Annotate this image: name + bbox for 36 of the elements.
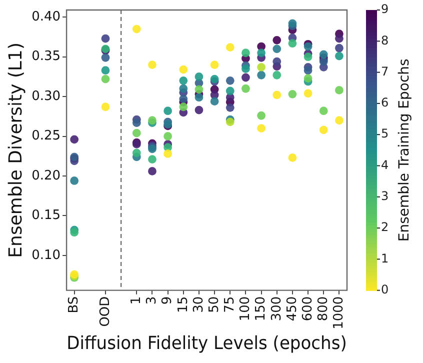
color-bar-label: 5 — [381, 126, 389, 141]
x-tick-label: 3 — [144, 296, 160, 305]
y-tick-label: 0.20 — [32, 168, 61, 184]
x-tick-label: 9 — [160, 296, 176, 305]
y-tick-label: 0.30 — [32, 88, 61, 104]
y-tick-label: 0.10 — [32, 248, 61, 263]
y-tick-label: 0.35 — [32, 49, 61, 64]
x-tick-label: 100 — [238, 296, 254, 322]
color-bar-label: 9 — [381, 2, 389, 16]
x-tick-label: 600 — [300, 296, 316, 322]
y-tick-label: 0.40 — [32, 10, 61, 25]
color-bar-label: 8 — [381, 33, 389, 48]
x-tick-label: 800 — [316, 296, 332, 322]
color-bar-label: 1 — [381, 251, 389, 266]
color-bar-title: Ensemble Training Epochs — [396, 58, 413, 242]
x-tick-label: 1000 — [332, 296, 347, 330]
x-tick-label: BS — [66, 296, 82, 314]
color-bar-label: 7 — [381, 64, 389, 78]
x-tick-label: 50 — [206, 296, 222, 313]
x-tick-label: 15 — [176, 296, 191, 313]
x-tick-label: 450 — [284, 296, 300, 322]
x-tick-label: 30 — [191, 296, 206, 313]
color-bar-label: 3 — [381, 189, 389, 203]
y-tick-label: 0.15 — [32, 208, 61, 224]
color-bar-label: 6 — [381, 96, 389, 110]
x-tick-label: 150 — [254, 296, 269, 322]
color-bar-label: 2 — [381, 220, 389, 234]
y-tick-label: 0.25 — [32, 128, 61, 144]
x-tick-label: 75 — [222, 296, 238, 313]
x-tick-label: OOD — [98, 296, 113, 327]
x-tick-label: 1 — [129, 296, 144, 305]
color-bar-label: 4 — [381, 158, 389, 172]
x-tick-label: 300 — [269, 296, 284, 322]
x-axis-title: Diffusion Fidelity Levels (epochs) — [66, 333, 347, 354]
y-axis-title: Ensemble Diversity (L1) — [5, 42, 26, 258]
color-bar-label: 0 — [381, 282, 389, 296]
